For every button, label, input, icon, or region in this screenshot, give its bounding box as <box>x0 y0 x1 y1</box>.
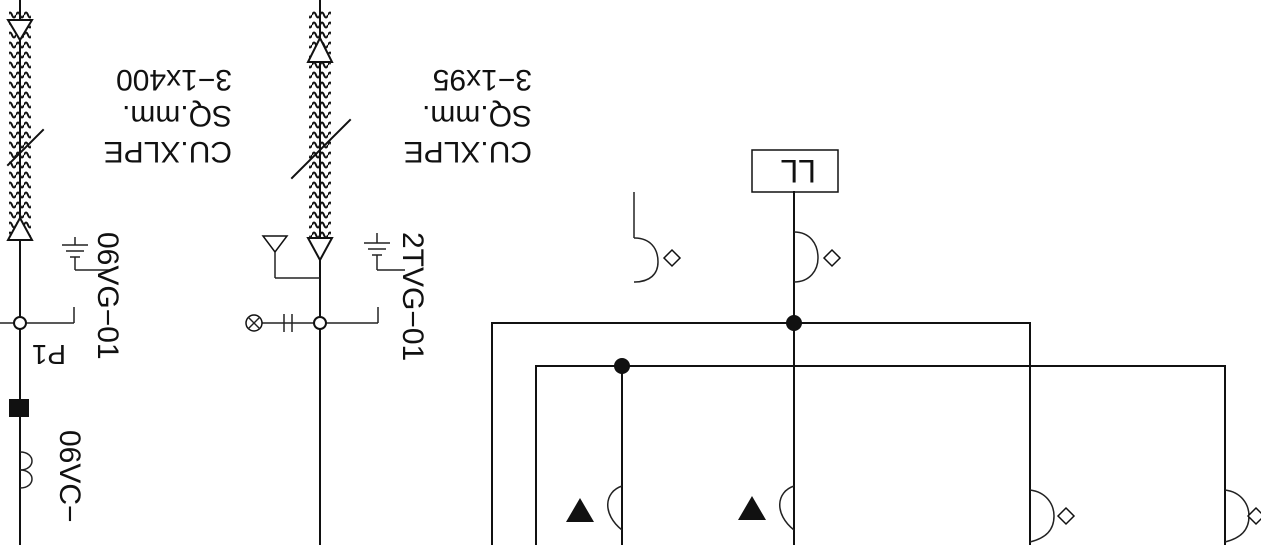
left-coil-top-icon <box>19 451 33 471</box>
left-equipment-tag: 06VG−01 <box>91 232 124 360</box>
right-feeder: 3−1x95 SQ.mm. CU.XLPE 2TVG−01 <box>245 0 532 545</box>
control-circuitry: LL <box>491 149 1261 545</box>
junction-lower-icon <box>614 358 630 374</box>
left-cable-slash <box>6 128 45 167</box>
left-cable-line-1: 3−1x400 <box>116 63 232 96</box>
right-cable-hatch <box>309 10 331 240</box>
right-cable-line-1: 3−1x95 <box>433 63 532 96</box>
right-cable-line-2: SQ.mm. <box>422 99 532 132</box>
left-top-termination-icon <box>6 19 34 42</box>
left-feeder: 3−1x400 SQ.mm. CU.XLPE 06VG−01 06VC− P1 <box>0 0 232 545</box>
contact-bottom-3-icon <box>1029 489 1076 543</box>
right-ground-node-icon <box>313 316 327 330</box>
right-equipment-tag: 2TVG−01 <box>396 232 429 361</box>
right-bottom-termination-icon <box>306 237 334 263</box>
left-secondary-tag: 06VC− <box>53 430 86 523</box>
left-breaker-icon <box>9 399 29 417</box>
left-cable-line-2: SQ.mm. <box>122 99 232 132</box>
right-top-termination-icon <box>306 35 334 63</box>
left-cable-line-3: CU.XLPE <box>104 135 232 168</box>
left-phase-mark: P1 <box>32 339 66 370</box>
left-bottom-termination-icon <box>6 215 34 241</box>
contact-bottom-4-icon <box>1224 489 1261 543</box>
right-isolator-icon <box>245 314 293 332</box>
right-earth-symbol-icon <box>364 233 405 271</box>
relay-box <box>751 149 839 193</box>
contact-bottom-1-icon <box>566 485 623 531</box>
junction-upper-icon <box>786 315 802 331</box>
contact-top-left-icon <box>633 192 682 283</box>
left-coil-bottom-icon <box>19 469 33 489</box>
contact-bottom-2-icon <box>738 485 795 531</box>
relay-box-label: LL <box>780 153 816 189</box>
contact-top-right-icon <box>793 231 842 283</box>
right-earth-termination-icon <box>261 235 320 279</box>
left-earth-symbol-icon <box>62 237 112 271</box>
right-cable-slash <box>290 118 352 180</box>
left-ground-node-icon <box>13 316 27 330</box>
right-cable-line-3: CU.XLPE <box>404 135 532 168</box>
left-cable-hatch <box>9 10 31 240</box>
